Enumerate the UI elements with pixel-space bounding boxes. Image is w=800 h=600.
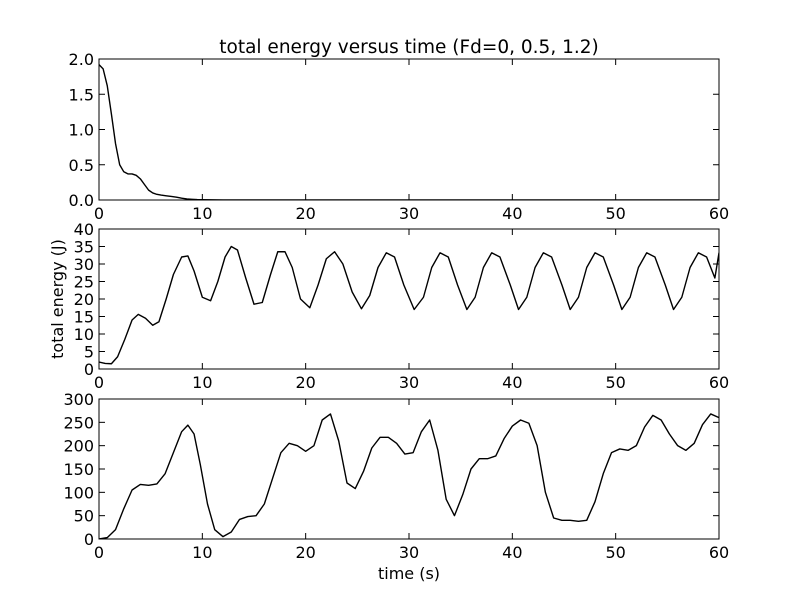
y-tick-label: 20 bbox=[74, 290, 94, 309]
x-tick-label: 40 bbox=[502, 373, 522, 392]
y-tick-label: 200 bbox=[63, 437, 94, 456]
subplot-1: 0 10 20 30 40 50 60 0.0 0.5 1.0 1.5 2.0 bbox=[69, 50, 730, 223]
series-line-3-1 bbox=[99, 413, 719, 539]
plot-frame bbox=[98, 58, 720, 201]
y-tick-label: 0 bbox=[84, 530, 94, 549]
y-tick-label: 150 bbox=[63, 460, 94, 479]
y-tick-label: 35 bbox=[74, 238, 94, 257]
x-tick-label: 30 bbox=[399, 204, 419, 223]
y-tick-label: 300 bbox=[63, 390, 94, 409]
y-tick-label: 0.5 bbox=[69, 156, 94, 175]
y-tick-label: 50 bbox=[74, 507, 94, 526]
y-tick-label: 250 bbox=[63, 413, 94, 432]
x-tick-label: 0 bbox=[94, 204, 104, 223]
x-tick-label: 10 bbox=[192, 204, 212, 223]
plot-frame bbox=[98, 398, 720, 540]
x-tick-label: 50 bbox=[605, 543, 625, 562]
x-tick-label: 10 bbox=[192, 543, 212, 562]
y-tick-label: 0.0 bbox=[69, 191, 94, 210]
x-tick-label: 20 bbox=[295, 543, 315, 562]
series-line-1-1 bbox=[99, 64, 719, 200]
x-tick-label: 60 bbox=[709, 543, 729, 562]
y-axis-label: total energy (J) bbox=[48, 239, 67, 359]
y-tick-label: 0 bbox=[84, 360, 94, 379]
x-tick-label: 20 bbox=[295, 373, 315, 392]
x-tick-label: 50 bbox=[605, 204, 625, 223]
x-axis-label: time (s) bbox=[378, 564, 440, 583]
y-tick-label: 15 bbox=[74, 308, 94, 327]
y-tick-label: 30 bbox=[74, 255, 94, 274]
y-tick-label: 5 bbox=[84, 343, 94, 362]
x-tick-label: 20 bbox=[295, 204, 315, 223]
x-tick-label: 30 bbox=[399, 373, 419, 392]
y-tick-label: 2.0 bbox=[69, 50, 94, 69]
x-tick-label: 60 bbox=[709, 373, 729, 392]
y-tick-label: 1.5 bbox=[69, 85, 94, 104]
x-tick-label: 10 bbox=[192, 373, 212, 392]
x-tick-label: 50 bbox=[605, 373, 625, 392]
y-tick-label: 40 bbox=[74, 220, 94, 239]
subplots: 0 10 20 30 40 50 600.00.51.01.52.00 10 20 30 40 50 6… bbox=[63, 50, 729, 562]
x-tick-label: 0 bbox=[94, 543, 104, 562]
x-tick-label: 30 bbox=[399, 543, 419, 562]
y-tick-label: 100 bbox=[63, 483, 94, 502]
series-line-2-1 bbox=[99, 245, 719, 365]
chart-title: total energy versus time (Fd=0, 0.5, 1.2… bbox=[219, 37, 598, 58]
y-tick-label: 10 bbox=[74, 325, 94, 344]
x-tick-label: 40 bbox=[502, 543, 522, 562]
x-tick-label: 40 bbox=[502, 204, 522, 223]
y-tick-label: 25 bbox=[74, 273, 94, 292]
x-tick-label: 0 bbox=[94, 373, 104, 392]
x-tick-label: 60 bbox=[709, 204, 729, 223]
y-tick-label: 1.0 bbox=[69, 121, 94, 140]
